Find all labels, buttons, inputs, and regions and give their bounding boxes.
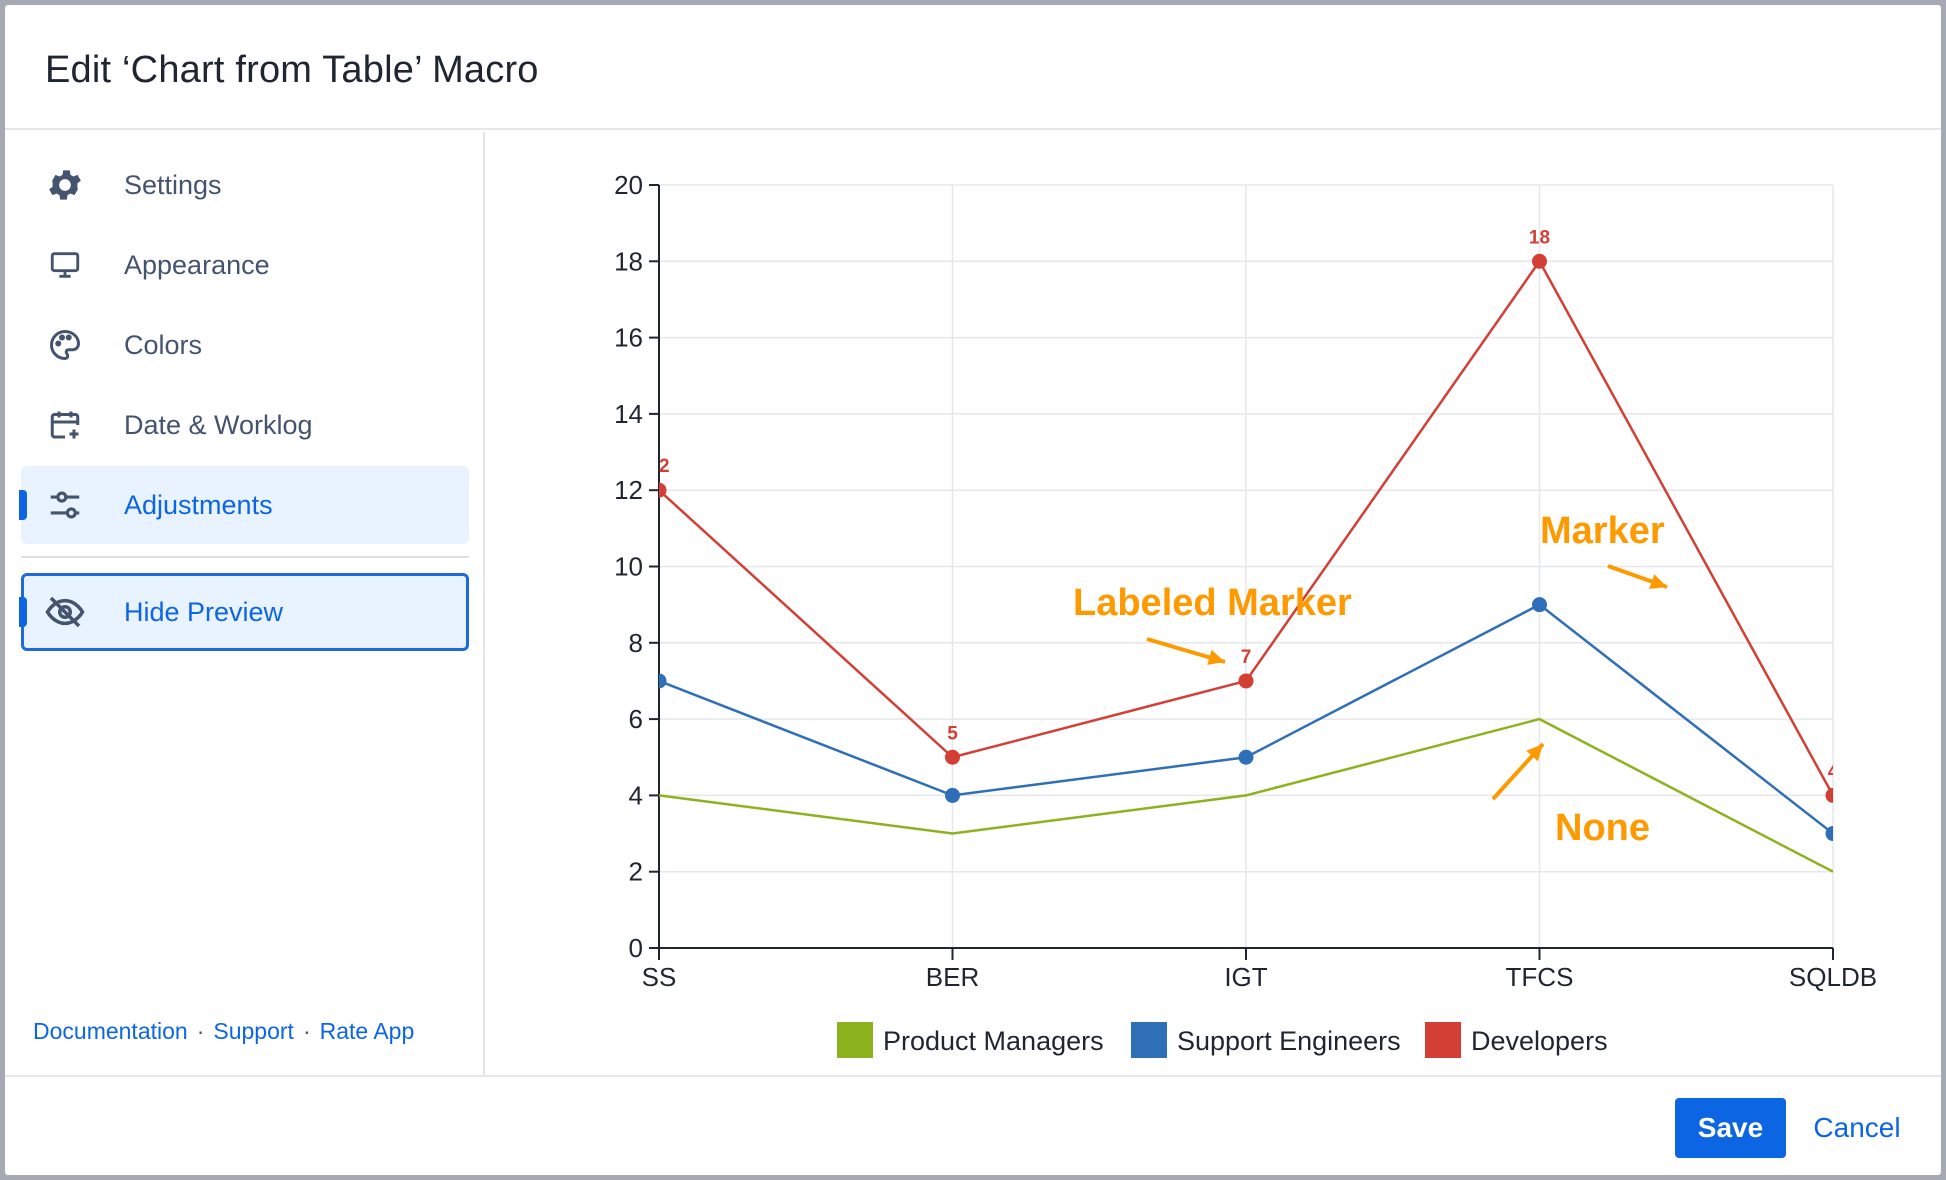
sidebar-item-label: Appearance [124,249,270,280]
sidebar-item-adjustments[interactable]: Adjustments [19,466,469,544]
palette-icon [43,323,87,367]
macro-dialog: Edit ‘Chart from Table’ Macro Settings A… [5,5,1941,1175]
gear-icon [43,163,87,207]
legend-label: Developers [1471,1026,1608,1056]
legend-swatch [1131,1022,1167,1058]
line-chart: 0 2 4 6 8 10 12 14 16 18 20 SS BER IGT TFCS SQLDB 12 5 7 18… [614,170,1877,1058]
sidebar-item-label: Adjustments [124,489,273,520]
y-tick-label: 18 [614,246,643,276]
data-point [659,673,667,689]
sidebar-item-label: Colors [124,329,203,360]
legend-label: Product Managers [883,1026,1104,1056]
x-tick-label: SS [642,962,677,992]
data-point [1825,826,1833,842]
support-link[interactable]: Support [213,1018,294,1044]
sliders-icon [43,483,87,527]
sidebar-item-label: Date & Worklog [124,409,313,440]
data-label: 12 [648,456,669,477]
series-line-0 [659,717,1833,873]
data-label: 7 [1241,647,1252,668]
y-tick-label: 20 [614,170,643,200]
sidebar-divider [21,556,469,558]
sidebar-item-colors[interactable]: Colors [21,306,469,384]
data-point [945,787,960,803]
y-tick-label: 8 [629,628,643,658]
data-point [659,482,667,498]
annotation-arrowhead [1649,574,1667,589]
data-label: 5 [947,723,958,744]
legend-label: Support Engineers [1177,1026,1401,1056]
x-tick-label: TFCS [1506,962,1574,992]
active-indicator [19,490,27,520]
data-point [1532,253,1547,269]
x-tick-label: SQLDB [1789,962,1877,992]
eye-off-icon [43,590,87,634]
annotation-arrowhead [1526,744,1543,762]
legend-swatch [1425,1022,1461,1058]
dialog-title: Edit ‘Chart from Table’ Macro [45,49,539,91]
y-tick-label: 12 [614,475,643,505]
annotation-label: Marker [1540,510,1665,552]
data-point [1238,749,1254,765]
save-button[interactable]: Save [1675,1098,1786,1158]
y-tick-label: 4 [629,780,643,810]
annotation-label: Labeled Marker [1073,582,1352,624]
dialog-footer: Save Cancel [5,1075,1941,1175]
sidebar-item-appearance[interactable]: Appearance [21,226,469,304]
y-tick-label: 2 [629,857,643,887]
data-point [1532,597,1547,613]
hide-preview-label: Hide Preview [124,596,284,627]
x-tick-label: IGT [1224,962,1267,992]
y-tick-label: 6 [629,704,643,734]
data-point [1825,787,1833,803]
rate-app-link[interactable]: Rate App [319,1018,415,1044]
y-tick-label: 14 [614,399,643,429]
sidebar-item-date-worklog[interactable]: Date & Worklog [21,386,469,464]
annotation-arrowhead [1207,649,1225,665]
legend-swatch [837,1022,873,1058]
data-point [945,749,960,765]
help-links: Documentation · Support · Rate App [33,1018,415,1044]
x-tick-label: BER [926,962,979,992]
data-label: 4 [1828,761,1839,782]
data-label: 18 [1529,227,1550,248]
active-indicator [19,597,27,627]
chart-preview: 0 2 4 6 8 10 12 14 16 18 20 SS BER IGT TFCS SQLDB 12 5 7 18… [487,132,1941,1075]
y-tick-label: 0 [629,933,643,963]
dialog-header: Edit ‘Chart from Table’ Macro [5,5,1941,130]
cancel-button[interactable]: Cancel [1797,1098,1917,1158]
annotation-label: None [1555,807,1650,849]
sidebar-item-label: Settings [124,169,222,200]
y-tick-label: 16 [614,323,643,353]
documentation-link[interactable]: Documentation [33,1018,188,1044]
calendar-plus-icon [43,403,87,447]
y-tick-label: 10 [614,552,643,582]
hide-preview-button[interactable]: Hide Preview [19,573,469,651]
sidebar-item-settings[interactable]: Settings [21,146,469,224]
sidebar: Settings Appearance Colors Date & Worklo… [5,132,485,1075]
monitor-icon [43,243,87,287]
data-point [1238,673,1254,689]
